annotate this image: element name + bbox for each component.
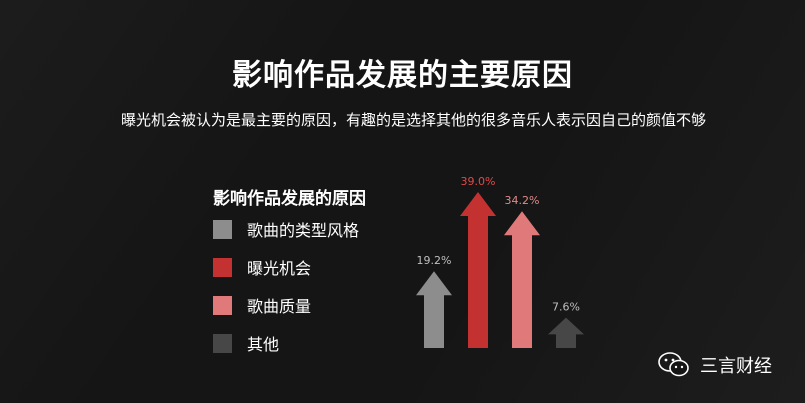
data-label: 34.2% <box>505 194 540 207</box>
bar-arrow <box>504 211 540 348</box>
legend-swatch <box>213 219 232 239</box>
legend-swatch <box>213 257 232 277</box>
page-subtitle: 曝光机会被认为是最主要的原因，有趣的是选择其他的很多音乐人表示因自己的颜值不够 <box>121 111 707 129</box>
data-label: 19.2% <box>417 254 452 267</box>
chart-legend: 歌曲的类型风格 曝光机会 歌曲质量 其他 <box>213 218 359 370</box>
legend-item: 曝光机会 <box>213 256 359 278</box>
legend-label: 歌曲的类型风格 <box>247 221 360 240</box>
legend-item: 其他 <box>213 332 359 354</box>
page-title: 影响作品发展的主要原因 <box>232 58 573 93</box>
legend-swatch <box>213 333 232 353</box>
legend-swatch <box>213 295 232 315</box>
legend-label: 其他 <box>247 335 280 354</box>
bar-arrow <box>548 317 584 348</box>
bar-arrow <box>416 271 452 348</box>
data-label: 39.0% <box>461 175 496 188</box>
legend-item: 歌曲的类型风格 <box>213 218 359 240</box>
legend-label: 曝光机会 <box>247 259 312 278</box>
arrow-bar-chart: 19.2% 39.0% 34.2% 7.6% <box>416 175 584 348</box>
legend-title: 影响作品发展的原因 <box>213 189 366 209</box>
data-label: 7.6% <box>552 301 580 314</box>
legend-item: 歌曲质量 <box>213 294 359 316</box>
watermark-text: 三言财经 <box>700 356 772 377</box>
bar-arrow <box>460 192 496 348</box>
legend-label: 歌曲质量 <box>247 297 312 316</box>
wechat-icon <box>658 352 689 377</box>
watermark: 三言财经 <box>658 352 772 378</box>
